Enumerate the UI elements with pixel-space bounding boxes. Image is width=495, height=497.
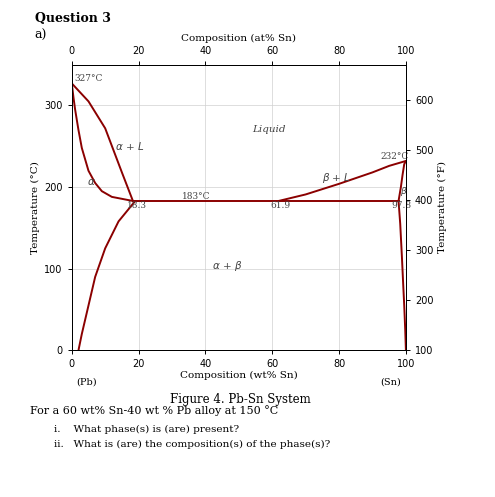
- Text: For a 60 wt% Sn-40 wt % Pb alloy at 150 °C: For a 60 wt% Sn-40 wt % Pb alloy at 150 …: [30, 405, 278, 416]
- Text: $\beta$: $\beta$: [400, 185, 408, 198]
- Text: Liquid: Liquid: [252, 125, 286, 134]
- Text: i.    What phase(s) is (are) present?: i. What phase(s) is (are) present?: [54, 425, 240, 434]
- Text: ii.   What is (are) the composition(s) of the phase(s)?: ii. What is (are) the composition(s) of …: [54, 440, 331, 449]
- Text: 327°C: 327°C: [74, 74, 103, 83]
- Text: 232°C: 232°C: [381, 152, 409, 161]
- Text: Figure 4. Pb-Sn System: Figure 4. Pb-Sn System: [170, 393, 310, 406]
- Text: 183°C: 183°C: [182, 191, 210, 200]
- Text: (Sn): (Sn): [380, 378, 401, 387]
- Text: $\alpha$ + $\beta$: $\alpha$ + $\beta$: [212, 259, 243, 273]
- Text: $\alpha$: $\alpha$: [87, 177, 96, 187]
- Text: Question 3: Question 3: [35, 12, 110, 25]
- Y-axis label: Temperature (°C): Temperature (°C): [31, 161, 40, 254]
- Text: 18.3: 18.3: [127, 201, 147, 210]
- Text: 61.9: 61.9: [271, 201, 291, 210]
- Text: (Pb): (Pb): [77, 378, 98, 387]
- Text: a): a): [35, 29, 47, 42]
- Y-axis label: Temperature (°F): Temperature (°F): [438, 162, 446, 253]
- Text: $\alpha$ + $L$: $\alpha$ + $L$: [115, 140, 145, 153]
- Text: 97.8: 97.8: [392, 201, 412, 210]
- X-axis label: Composition (wt% Sn): Composition (wt% Sn): [180, 371, 297, 380]
- Text: $\beta$ + $L$: $\beta$ + $L$: [322, 170, 351, 184]
- X-axis label: Composition (at% Sn): Composition (at% Sn): [181, 34, 297, 43]
